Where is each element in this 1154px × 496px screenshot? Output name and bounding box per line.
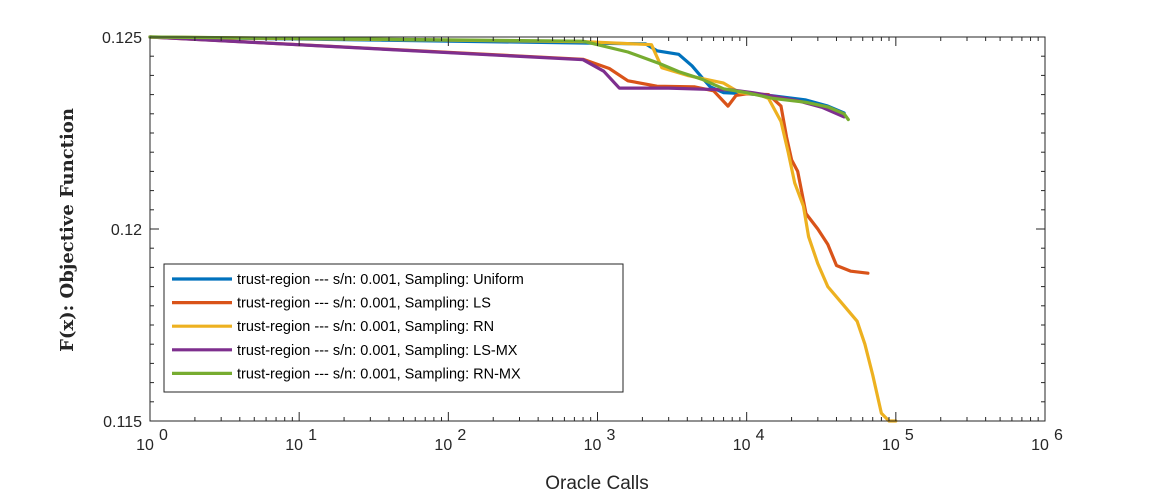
- legend-entry-5: trust-region --- s/n: 0.001, Sampling: R…: [237, 366, 521, 382]
- x-tick-exponent: 4: [756, 427, 765, 444]
- y-tick-label: 0.125: [102, 30, 142, 47]
- x-tick-label: 10: [584, 437, 602, 454]
- x-tick-label: 10: [1031, 437, 1049, 454]
- x-tick-label: 10: [882, 437, 900, 454]
- y-axis-ticks: 0.115 0.12 0.125: [102, 30, 1045, 431]
- y-tick-label: 0.115: [103, 414, 142, 431]
- legend-entry-2: trust-region --- s/n: 0.001, Sampling: L…: [237, 296, 491, 312]
- y-tick-label: 0.12: [111, 222, 142, 239]
- legend-entry-1: trust-region --- s/n: 0.001, Sampling: U…: [237, 272, 524, 288]
- series-layer: [148, 35, 898, 423]
- legend-entry-4: trust-region --- s/n: 0.001, Sampling: L…: [237, 343, 518, 359]
- x-tick-label: 10: [136, 437, 154, 454]
- x-tick-exponent: 2: [457, 427, 466, 444]
- x-tick-exponent: 0: [159, 427, 168, 444]
- x-tick-exponent: 6: [1054, 427, 1063, 444]
- legend-entry-3: trust-region --- s/n: 0.001, Sampling: R…: [237, 319, 494, 335]
- legend-box: [163, 263, 624, 393]
- series-line-5: [148, 35, 850, 122]
- x-tick-label: 10: [434, 437, 452, 454]
- x-axis-label: Oracle Calls: [545, 473, 648, 494]
- y-axis-label: F(x): Objective Function: [57, 108, 78, 352]
- x-tick-exponent: 5: [905, 427, 914, 444]
- legend: trust-region --- s/n: 0.001, Sampling: U…: [163, 263, 624, 393]
- x-tick-label: 10: [733, 437, 751, 454]
- x-tick-exponent: 3: [607, 427, 616, 444]
- x-axis-ticks: 10 0 10 1 10 2 10 3 10 4 10 5 10 6: [136, 37, 1063, 454]
- x-tick-label: 10: [285, 437, 303, 454]
- x-tick-exponent: 1: [308, 427, 317, 444]
